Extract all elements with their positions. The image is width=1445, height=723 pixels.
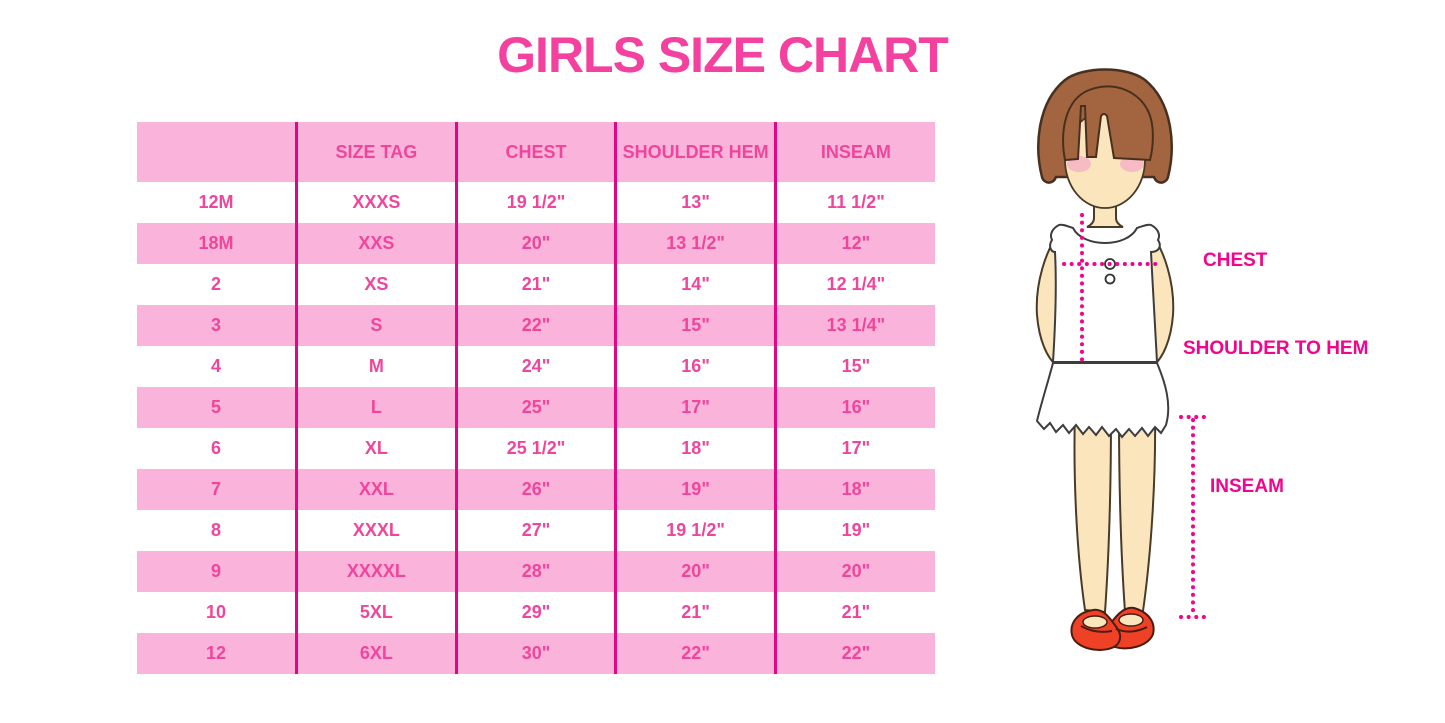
size-cell: 14" xyxy=(614,264,776,305)
size-row: 3 S 22" 15" 13 1/4" xyxy=(137,305,935,346)
top-button-2 xyxy=(1104,273,1116,285)
size-cell: 3 xyxy=(137,305,297,346)
size-cell: 5XL xyxy=(295,592,457,633)
size-cell: 17" xyxy=(773,428,935,469)
size-cell: 25" xyxy=(454,387,616,428)
size-cell: 13 1/2" xyxy=(614,223,776,264)
measurement-figure xyxy=(1015,60,1445,685)
size-cell: 18M xyxy=(137,223,297,264)
size-cell: 16" xyxy=(773,387,935,428)
size-cell: 12M xyxy=(137,182,297,223)
size-cell: 28" xyxy=(454,551,616,592)
size-cell: 9 xyxy=(137,551,297,592)
size-table-body: 12M XXXS 19 1/2" 13" 11 1/2" 18M XXS 20" 13 1/2"… xyxy=(137,182,935,674)
size-cell: 5 xyxy=(137,387,297,428)
col-header-size-tag: SIZE TAG xyxy=(295,122,457,182)
size-row: 4 M 24" 16" 15" xyxy=(137,346,935,387)
right-leg xyxy=(1117,410,1157,614)
size-cell: 13 1/4" xyxy=(773,305,935,346)
size-cell: 19" xyxy=(614,469,776,510)
left-shoe-opening xyxy=(1082,615,1108,629)
size-cell: XXXXL xyxy=(295,551,457,592)
size-row: 12M XXXS 19 1/2" 13" 11 1/2" xyxy=(137,182,935,223)
size-cell: 8 xyxy=(137,510,297,551)
size-cell: 26" xyxy=(454,469,616,510)
inseam-measure-line xyxy=(1179,415,1207,619)
size-cell: 21" xyxy=(454,264,616,305)
right-shoe-strap xyxy=(1115,626,1148,633)
col-header-size xyxy=(137,122,297,182)
size-cell: 21" xyxy=(773,592,935,633)
size-cell: 20" xyxy=(773,551,935,592)
girls-size-table: SIZE TAG CHEST SHOULDER HEM INSEAM 12M XX… xyxy=(137,122,935,674)
size-cell: XL xyxy=(295,428,457,469)
size-row: 5 L 25" 17" 16" xyxy=(137,387,935,428)
right-shoe-opening xyxy=(1118,613,1144,627)
size-cell: 19 1/2" xyxy=(454,182,616,223)
top-garment xyxy=(1049,223,1161,363)
size-cell: 12 xyxy=(137,633,297,674)
size-row: 7 XXL 26" 19" 18" xyxy=(137,469,935,510)
size-cell: 7 xyxy=(137,469,297,510)
size-cell: 25 1/2" xyxy=(454,428,616,469)
size-cell: 10 xyxy=(137,592,297,633)
left-shoe-strap xyxy=(1080,625,1113,633)
size-cell: L xyxy=(295,387,457,428)
size-cell: 15" xyxy=(614,305,776,346)
size-cell: XXS xyxy=(295,223,457,264)
size-cell: 27" xyxy=(454,510,616,551)
size-cell: 20" xyxy=(614,551,776,592)
shoulder-to-hem-label: SHOULDER TO HEM xyxy=(1183,338,1369,359)
header-row: SIZE TAG CHEST SHOULDER HEM INSEAM xyxy=(137,122,935,182)
col-header-shoulder-hem: SHOULDER HEM xyxy=(614,122,776,182)
size-cell: 22" xyxy=(773,633,935,674)
left-leg xyxy=(1073,410,1113,614)
size-cell: 22" xyxy=(614,633,776,674)
size-cell: 12 1/4" xyxy=(773,264,935,305)
size-cell: XXXL xyxy=(295,510,457,551)
page-title: GIRLS SIZE CHART xyxy=(497,27,949,83)
size-cell: 11 1/2" xyxy=(773,182,935,223)
size-row: 18M XXS 20" 13 1/2" 12" xyxy=(137,223,935,264)
size-cell: XS xyxy=(295,264,457,305)
col-header-chest: CHEST xyxy=(454,122,616,182)
size-cell: 4 xyxy=(137,346,297,387)
size-row: 10 5XL 29" 21" 21" xyxy=(137,592,935,633)
size-cell: 24" xyxy=(454,346,616,387)
size-cell: 17" xyxy=(614,387,776,428)
size-cell: 12" xyxy=(773,223,935,264)
inseam-label: INSEAM xyxy=(1210,476,1284,497)
size-cell: 13" xyxy=(614,182,776,223)
col-header-inseam: INSEAM xyxy=(773,122,935,182)
size-cell: 15" xyxy=(773,346,935,387)
size-cell: 6XL xyxy=(295,633,457,674)
size-cell: 22" xyxy=(454,305,616,346)
size-cell: 30" xyxy=(454,633,616,674)
size-cell: M xyxy=(295,346,457,387)
size-table-header: SIZE TAG CHEST SHOULDER HEM INSEAM xyxy=(137,122,935,182)
size-cell: S xyxy=(295,305,457,346)
size-row: 6 XL 25 1/2" 18" 17" xyxy=(137,428,935,469)
size-row: 9 XXXXL 28" 20" 20" xyxy=(137,551,935,592)
size-row: 12 6XL 30" 22" 22" xyxy=(137,633,935,674)
chest-label: CHEST xyxy=(1203,250,1268,271)
skirt xyxy=(1035,362,1170,439)
size-cell: 16" xyxy=(614,346,776,387)
size-cell: 6 xyxy=(137,428,297,469)
size-cell: XXL xyxy=(295,469,457,510)
bangs xyxy=(1062,85,1154,162)
size-cell: 19 1/2" xyxy=(614,510,776,551)
size-cell: 18" xyxy=(614,428,776,469)
size-cell: 19" xyxy=(773,510,935,551)
size-row: 8 XXXL 27" 19 1/2" 19" xyxy=(137,510,935,551)
size-cell: 21" xyxy=(614,592,776,633)
size-cell: 18" xyxy=(773,469,935,510)
size-cell: 29" xyxy=(454,592,616,633)
size-cell: 2 xyxy=(137,264,297,305)
size-row: 2 XS 21" 14" 12 1/4" xyxy=(137,264,935,305)
girl-illustration xyxy=(1035,68,1207,651)
size-cell: 20" xyxy=(454,223,616,264)
size-cell: XXXS xyxy=(295,182,457,223)
